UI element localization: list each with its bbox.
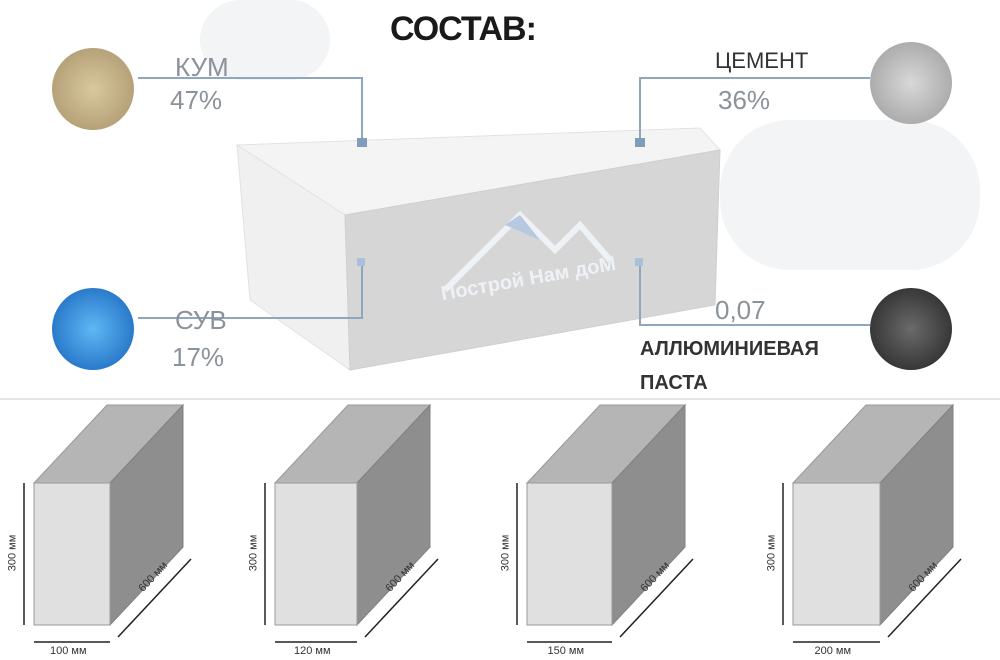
block-height-label: 300 мм xyxy=(765,534,778,572)
block-height-label: 300 мм xyxy=(499,534,512,572)
cement-icon xyxy=(870,42,952,124)
logo-roof-accent xyxy=(505,215,540,240)
block-front-face xyxy=(33,482,111,626)
component-value: 17% xyxy=(172,342,225,372)
background-cloud xyxy=(720,120,980,270)
length-dimension-arrow xyxy=(364,558,439,638)
aerated-block-illustration xyxy=(138,77,870,371)
component-value: 36% xyxy=(718,85,771,115)
length-dimension-arrow xyxy=(117,558,192,638)
component-name-line1: АЛЛЮМИНИЕВАЯ xyxy=(640,338,819,360)
block-height-label: 300 мм xyxy=(6,534,19,572)
block-width-label: 200 мм xyxy=(814,645,852,657)
block-front-face xyxy=(526,482,613,626)
component-name: СУВ xyxy=(175,305,227,335)
component-name: КУМ xyxy=(175,52,229,82)
block-height-label: 300 мм xyxy=(247,534,260,572)
aluminium-paste-icon xyxy=(870,288,952,370)
block-front-face xyxy=(274,482,358,626)
component-value: 0,07 xyxy=(715,295,766,325)
block-front-face xyxy=(792,482,881,626)
logo-roof-icon xyxy=(442,210,613,293)
background-cloud xyxy=(200,0,330,80)
component-value: 47% xyxy=(170,85,223,115)
connector-lines xyxy=(138,77,870,326)
sand-icon xyxy=(52,48,134,130)
block-width-label: 120 мм xyxy=(294,645,331,657)
block-width-label: 100 мм xyxy=(50,645,87,657)
component-name-line2: ПАСТА xyxy=(640,372,708,394)
page-title: СОСТАВ: xyxy=(390,10,537,48)
block-width-label: 150 мм xyxy=(547,645,585,657)
length-dimension-arrow xyxy=(619,558,694,638)
length-dimension-arrow xyxy=(887,558,962,638)
composition-panel: Построй Нам доМ СОСТАВ: КУМ 47% ЦЕМЕНТ 3… xyxy=(0,0,1000,400)
water-icon xyxy=(52,288,134,370)
component-name: ЦЕМЕНТ xyxy=(715,48,809,73)
